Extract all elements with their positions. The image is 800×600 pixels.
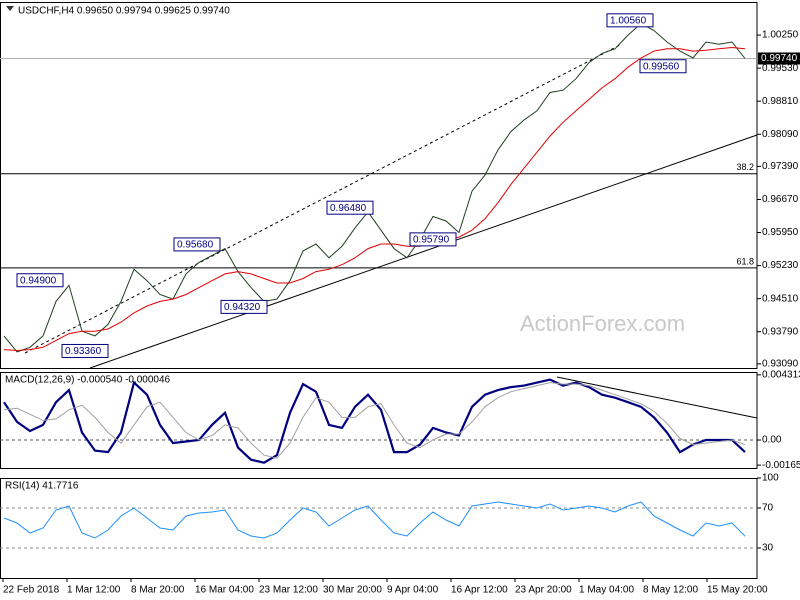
rsi-title: RSI(14) 41.7716 bbox=[5, 481, 79, 492]
y-tick-label: 0.99530 bbox=[762, 63, 799, 74]
series-line bbox=[3, 22, 746, 353]
y-tick-label: 0.004313 bbox=[762, 369, 800, 380]
x-tick-label: 1 Mar 12:00 bbox=[67, 585, 121, 596]
panel-frame bbox=[0, 478, 758, 579]
current-price-label: 0.99740 bbox=[761, 53, 798, 64]
x-tick-label: 22 Feb 2018 bbox=[3, 585, 60, 596]
annotation-label: 1.00560 bbox=[610, 15, 647, 26]
watermark: ActionForex.com bbox=[520, 311, 685, 336]
title-icon bbox=[6, 6, 14, 11]
x-tick-label: 8 May 12:00 bbox=[643, 585, 698, 596]
annotation-label: 0.95790 bbox=[413, 235, 450, 246]
y-tick-label: 70 bbox=[762, 503, 774, 514]
fib-label: 38.2 bbox=[736, 162, 754, 172]
current-price-box bbox=[758, 52, 800, 65]
x-tick-label: 16 Mar 04:00 bbox=[195, 585, 254, 596]
y-tick-label: -0.001659 bbox=[762, 460, 800, 471]
annotation-label: 0.99560 bbox=[643, 61, 680, 72]
y-tick-label: 100 bbox=[762, 473, 779, 484]
fib-label: 61.8 bbox=[736, 256, 754, 266]
y-tick-label: 0.98810 bbox=[762, 96, 799, 107]
x-tick-label: 23 Apr 20:00 bbox=[515, 585, 572, 596]
y-tick-label: 0.98090 bbox=[762, 129, 799, 140]
y-tick-label: 0.93090 bbox=[762, 359, 799, 370]
x-tick-label: 8 Mar 20:00 bbox=[131, 585, 185, 596]
y-tick-label: 0.94510 bbox=[762, 293, 799, 304]
annotation-box bbox=[606, 13, 654, 28]
y-tick-label: 0.97390 bbox=[762, 161, 799, 172]
channel-line bbox=[24, 44, 621, 354]
annotation-label: 0.95680 bbox=[177, 240, 214, 251]
macd-title: MACD(12,26,9) -0.000540 -0.000046 bbox=[5, 375, 171, 386]
series-line bbox=[3, 501, 746, 539]
x-tick-label: 16 Apr 12:00 bbox=[451, 585, 508, 596]
x-tick-label: 1 May 04:00 bbox=[579, 585, 634, 596]
series-line bbox=[3, 382, 746, 459]
annotation-label: 0.94320 bbox=[224, 302, 261, 313]
x-tick-label: 9 Apr 04:00 bbox=[387, 585, 439, 596]
annotation-box bbox=[639, 59, 687, 74]
annotation-label: 0.93360 bbox=[65, 346, 102, 357]
series-line bbox=[3, 378, 746, 464]
y-tick-label: 0.93790 bbox=[762, 326, 799, 337]
x-tick-label: 15 May 20:00 bbox=[707, 585, 768, 596]
y-tick-label: 1.00250 bbox=[762, 30, 799, 41]
panel-frame bbox=[0, 372, 758, 469]
panel-frame bbox=[0, 2, 758, 369]
annotation-box bbox=[16, 273, 64, 288]
annotation-box bbox=[220, 299, 268, 314]
y-tick-label: 0.95230 bbox=[762, 260, 799, 271]
annotation-box bbox=[326, 200, 374, 215]
annotation-box bbox=[61, 343, 109, 358]
annotation-box bbox=[409, 232, 457, 247]
x-tick-label: 30 Mar 20:00 bbox=[323, 585, 382, 596]
annotation-box bbox=[173, 237, 221, 252]
chart-title: USDCHF,H4 0.99650 0.99794 0.99625 0.9974… bbox=[18, 6, 230, 17]
macd-trend-line bbox=[556, 376, 758, 419]
y-tick-label: 30 bbox=[762, 543, 774, 554]
y-tick-label: 0.95950 bbox=[762, 227, 799, 238]
y-tick-label: 0.00 bbox=[762, 435, 782, 446]
x-tick-label: 23 Mar 12:00 bbox=[259, 585, 318, 596]
annotation-label: 0.96480 bbox=[330, 203, 367, 214]
series-line bbox=[3, 46, 746, 352]
annotation-label: 0.94900 bbox=[20, 275, 57, 286]
y-tick-label: 0.96670 bbox=[762, 194, 799, 205]
